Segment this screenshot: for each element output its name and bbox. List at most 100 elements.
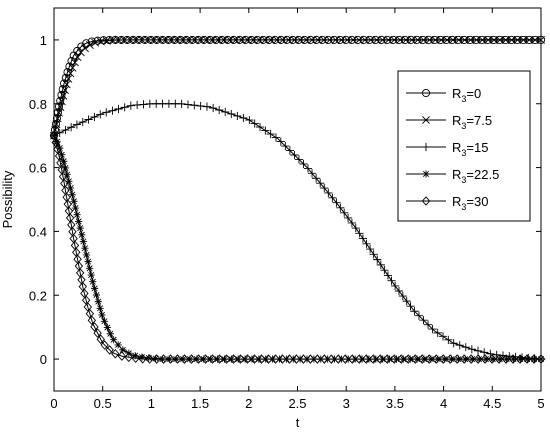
marker-shape	[208, 35, 217, 44]
data-point-marker	[424, 354, 434, 364]
marker-shape	[120, 36, 129, 44]
marker-shape	[296, 35, 305, 44]
marker-shape	[81, 44, 89, 53]
marker-shape	[390, 354, 399, 364]
data-point-marker	[166, 354, 175, 364]
data-point-marker	[348, 354, 357, 364]
data-point-marker	[402, 35, 410, 44]
x-tick-label: 4.5	[483, 396, 501, 411]
marker-shape	[421, 88, 431, 98]
marker-shape	[480, 348, 489, 357]
legend-marker	[422, 116, 430, 124]
data-point-marker	[257, 354, 266, 364]
marker-shape	[102, 108, 111, 117]
marker-shape	[267, 35, 275, 44]
data-point-marker	[53, 138, 61, 146]
marker-shape	[336, 203, 345, 212]
data-point-marker	[103, 323, 111, 332]
data-point-marker	[495, 35, 504, 44]
marker-shape	[87, 37, 96, 46]
data-point-marker	[61, 125, 70, 135]
marker-shape	[341, 354, 350, 364]
marker-shape	[383, 271, 393, 280]
marker-shape	[487, 354, 497, 364]
data-point-marker	[221, 107, 230, 117]
marker-shape	[166, 354, 175, 364]
data-point-marker	[484, 35, 493, 44]
data-point-marker	[250, 119, 259, 128]
marker-shape	[484, 35, 493, 44]
data-point-marker	[413, 35, 422, 44]
data-point-marker	[81, 44, 89, 53]
data-point-marker	[394, 286, 404, 296]
marker-shape	[299, 354, 308, 364]
marker-shape	[445, 354, 455, 364]
data-point-marker	[536, 354, 546, 364]
marker-shape	[419, 35, 428, 44]
data-point-marker	[331, 35, 340, 44]
data-point-marker	[515, 354, 525, 364]
marker-shape	[383, 354, 392, 364]
marker-shape	[105, 345, 114, 355]
data-point-marker	[343, 213, 353, 222]
marker-shape	[209, 103, 218, 113]
data-point-marker	[209, 103, 218, 113]
marker-shape	[536, 354, 546, 364]
marker-shape	[410, 307, 419, 316]
data-point-marker	[56, 96, 65, 105]
data-point-marker	[60, 157, 68, 165]
legend-marker	[422, 170, 430, 178]
marker-shape	[226, 35, 234, 44]
data-point-marker	[438, 332, 448, 341]
marker-shape	[431, 354, 441, 364]
marker-shape	[320, 354, 329, 364]
marker-shape	[422, 170, 430, 178]
data-point-marker	[229, 354, 238, 364]
data-point-marker	[214, 35, 223, 44]
marker-shape	[55, 128, 64, 137]
data-point-marker	[86, 264, 94, 272]
marker-shape	[72, 120, 82, 129]
data-point-marker	[84, 115, 93, 124]
data-point-marker	[490, 35, 498, 44]
marker-shape	[62, 80, 71, 89]
marker-shape	[86, 264, 94, 272]
data-point-marker	[124, 352, 133, 363]
marker-shape	[264, 354, 273, 364]
data-point-marker	[522, 354, 532, 364]
data-point-marker	[145, 354, 153, 362]
legend-item: R3=7.5	[406, 113, 492, 131]
marker-shape	[414, 311, 424, 320]
data-point-marker	[117, 351, 127, 361]
data-point-marker	[306, 354, 315, 364]
legend-label-prefix: R	[452, 113, 461, 128]
marker-shape	[76, 224, 84, 232]
x-axis-label: t	[296, 415, 300, 430]
series-plus	[49, 99, 546, 364]
data-point-marker	[138, 353, 146, 361]
marker-shape	[466, 354, 476, 364]
data-point-marker	[90, 284, 99, 292]
marker-shape	[284, 35, 293, 44]
marker-shape	[190, 35, 199, 44]
data-point-marker	[87, 271, 95, 279]
marker-shape	[110, 336, 118, 344]
marker-shape	[413, 35, 422, 44]
data-point-marker	[92, 291, 101, 299]
marker-shape	[177, 99, 186, 108]
marker-shape	[208, 354, 217, 364]
data-point-marker	[87, 37, 96, 46]
data-point-marker	[68, 191, 76, 199]
data-point-marker	[501, 35, 510, 44]
marker-shape	[75, 217, 83, 226]
marker-shape	[145, 354, 153, 362]
data-point-marker	[425, 35, 434, 44]
data-point-marker	[111, 348, 120, 359]
marker-shape	[231, 35, 240, 44]
data-point-marker	[243, 35, 252, 44]
marker-shape	[84, 258, 92, 266]
marker-shape	[424, 354, 434, 364]
marker-shape	[351, 223, 360, 233]
marker-shape	[525, 35, 534, 44]
marker-shape	[495, 35, 504, 44]
